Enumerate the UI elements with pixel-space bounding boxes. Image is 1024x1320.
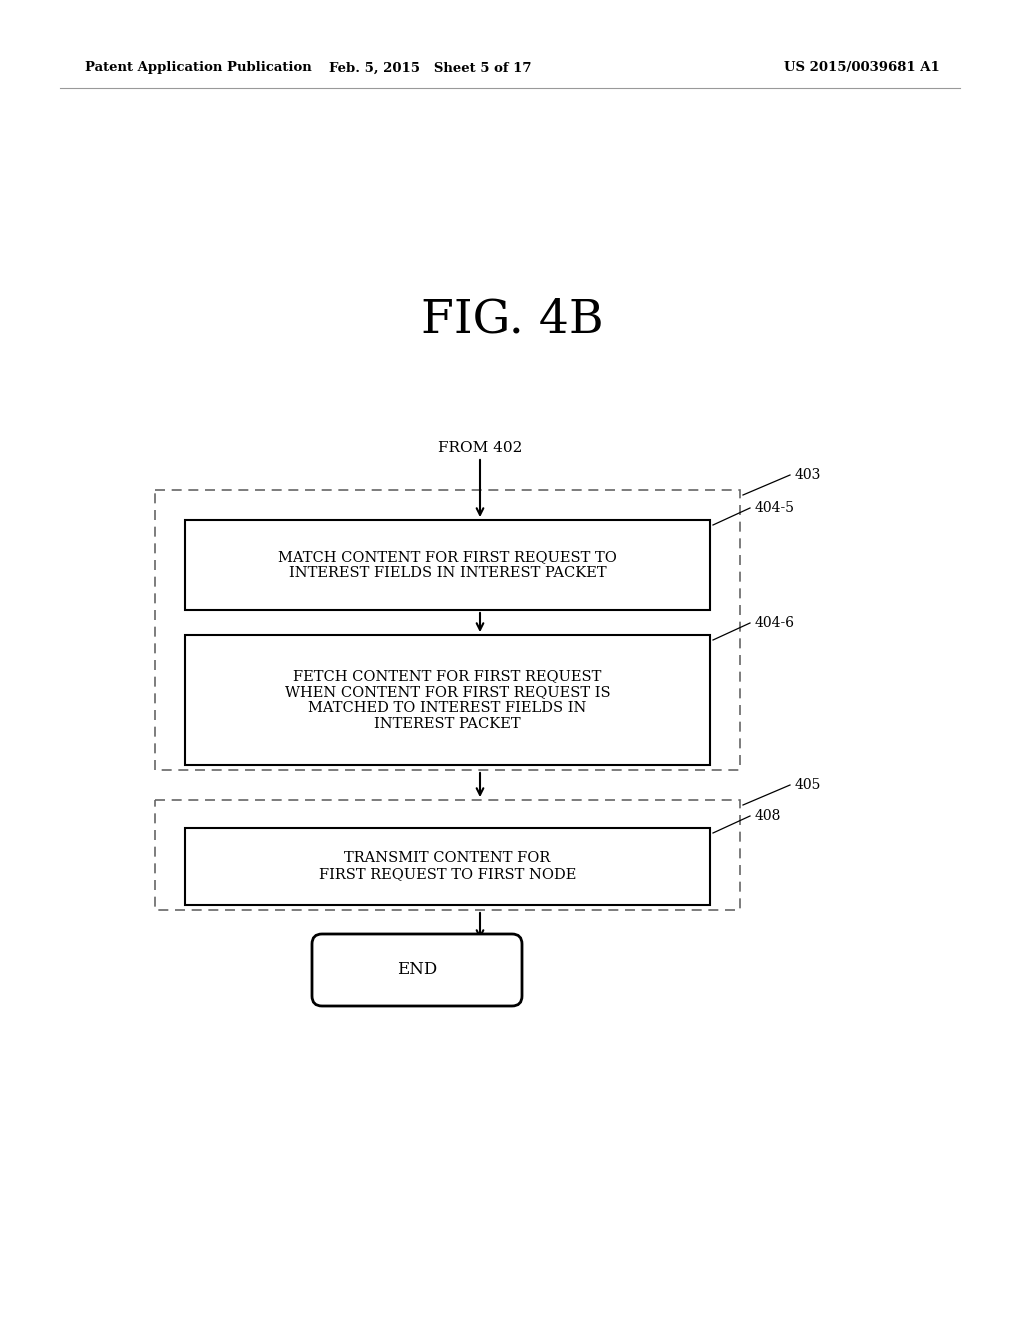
Bar — [155, 800, 740, 909]
Text: 405: 405 — [795, 777, 821, 792]
Text: FETCH CONTENT FOR FIRST REQUEST
WHEN CONTENT FOR FIRST REQUEST IS
MATCHED TO INT: FETCH CONTENT FOR FIRST REQUEST WHEN CON… — [285, 669, 610, 731]
Text: 403: 403 — [795, 469, 821, 482]
Text: 404-5: 404-5 — [755, 502, 795, 515]
Text: 404-6: 404-6 — [755, 616, 795, 630]
Bar — [185, 635, 710, 766]
Text: 408: 408 — [755, 809, 781, 822]
Text: TRANSMIT CONTENT FOR
FIRST REQUEST TO FIRST NODE: TRANSMIT CONTENT FOR FIRST REQUEST TO FI… — [318, 851, 577, 882]
Text: Feb. 5, 2015   Sheet 5 of 17: Feb. 5, 2015 Sheet 5 of 17 — [329, 62, 531, 74]
Text: FROM 402: FROM 402 — [438, 441, 522, 455]
Text: MATCH CONTENT FOR FIRST REQUEST TO
INTEREST FIELDS IN INTEREST PACKET: MATCH CONTENT FOR FIRST REQUEST TO INTER… — [279, 550, 616, 579]
Bar — [185, 520, 710, 610]
Text: FIG. 4B: FIG. 4B — [421, 297, 603, 343]
Text: Patent Application Publication: Patent Application Publication — [85, 62, 311, 74]
Bar — [155, 490, 740, 770]
Text: US 2015/0039681 A1: US 2015/0039681 A1 — [784, 62, 940, 74]
Text: END: END — [397, 961, 437, 978]
FancyBboxPatch shape — [312, 935, 522, 1006]
Bar — [185, 828, 710, 906]
